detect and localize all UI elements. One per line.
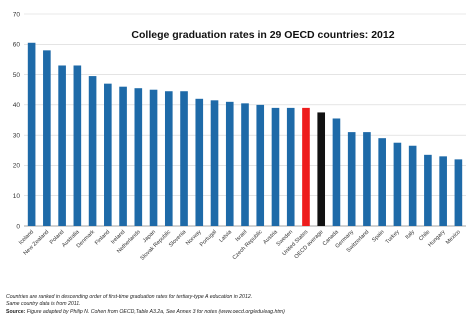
bar-israel [241,103,249,226]
bar-oecd-average [317,112,326,226]
x-tick-label: Latvia [218,229,233,244]
y-axis: 0 10 20 30 40 50 60 70 [13,11,21,230]
bar-australia [73,65,82,226]
bar-mexico [454,159,463,226]
y-tick-label: 60 [13,42,21,49]
y-tick-label: 70 [13,11,21,18]
x-tick-label: Hungary [427,229,446,248]
x-tick-label: Portugal [199,229,218,248]
note-ranking: Countries are ranked in descending order… [6,294,253,300]
bar-united-states [302,107,310,226]
y-tick-label: 30 [13,132,21,139]
bar-latvia [225,101,234,226]
note-source: Source: Figure adapted by Philip N. Cohe… [6,309,468,316]
bar-austria [271,107,280,226]
y-tick-label: 50 [13,72,21,79]
bar-portugal [210,100,219,226]
bar-netherlands [134,88,143,226]
source-label: Source: [6,308,26,315]
bar-norway [195,98,204,226]
bar-germany [347,132,356,226]
chart-title: College graduation rates in 29 OECD coun… [131,29,394,41]
bar-new-zealand [43,50,51,226]
y-tick-label: 10 [13,193,21,200]
bar-denmark [88,76,97,226]
bar-chile [424,154,432,226]
bar-poland [58,65,66,226]
bar-canada [332,118,341,226]
bar-spain [378,138,386,226]
x-tick-label: Spain [371,229,385,243]
bar-turkey [393,142,402,226]
x-tick-label: Italy [405,229,417,241]
bar-switzerland [363,132,371,226]
bars [27,42,463,227]
x-tick-label: Turkey [385,229,401,245]
x-tick-label: Chile [418,229,431,242]
x-tick-label: Finland [94,229,111,246]
chart-notes: Countries are ranked in descending order… [6,294,468,316]
bar-sweden [286,107,295,226]
bar-iceland [27,42,36,227]
bar-finland [104,83,112,227]
bar-slovenia [180,91,188,226]
y-tick-label: 40 [13,102,21,109]
bar-japan [149,89,158,226]
y-tick-label: 20 [13,163,21,170]
bar-ireland [119,86,127,226]
chart-svg: College graduation rates in 29 OECD coun… [13,11,466,262]
note-country-data: Same country data is from 2011. [6,301,81,308]
bar-hungary [439,156,447,226]
x-tick-label: Slovenia [168,229,188,249]
bar-czech-republic [256,104,265,226]
bar-slovak-republic [164,91,173,226]
x-tick-label: OECD average [294,229,325,260]
y-tick-label: 0 [16,223,20,230]
source-text: Figure adapted by Philip N. Cohen from O… [26,308,285,315]
bar-italy [408,145,417,226]
x-tick-label: Mexico [445,229,462,246]
